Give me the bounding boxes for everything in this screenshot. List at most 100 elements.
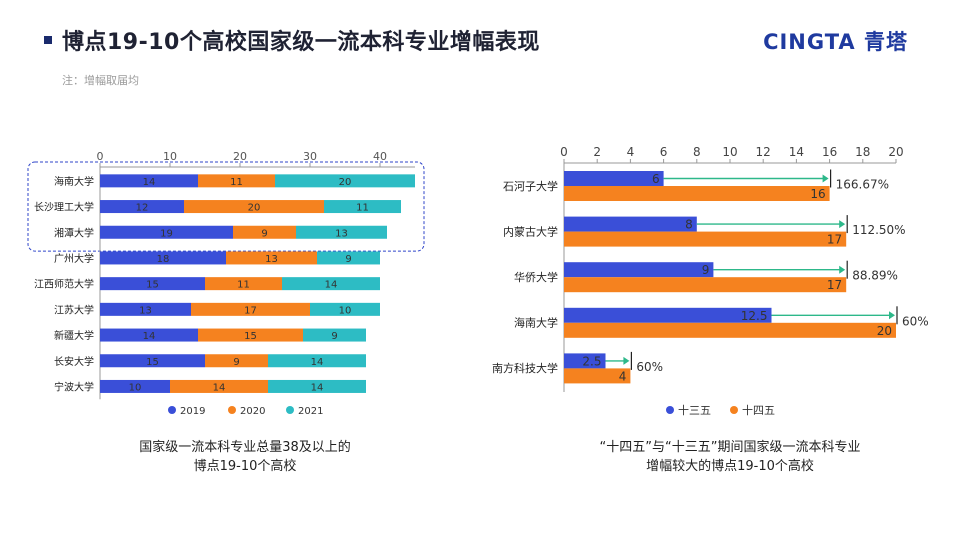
category-label: 广州大学 <box>54 252 94 265</box>
data-label: 4 <box>619 369 627 383</box>
data-label: 15 <box>244 331 257 342</box>
data-label: 14 <box>311 382 324 393</box>
data-label: 9 <box>702 263 710 277</box>
bar-十四五 <box>564 368 631 384</box>
x-tick-label: 8 <box>693 145 701 159</box>
growth-arrow-head <box>822 174 829 183</box>
x-tick-label: 2 <box>593 145 601 159</box>
bar-segment-2021 <box>317 251 380 265</box>
x-tick-label: 14 <box>789 145 804 159</box>
category-label: 新疆大学 <box>54 329 94 342</box>
bar-十三五 <box>564 171 664 186</box>
data-label: 10 <box>129 382 142 393</box>
right-caption-line2: 增幅较大的博点19-10个高校 <box>646 459 814 474</box>
data-label: 14 <box>143 331 156 342</box>
bar-segment-2020 <box>205 277 282 291</box>
data-label: 14 <box>311 357 324 368</box>
brand-logo: CINGTA 青塔 <box>763 30 908 54</box>
data-label: 8 <box>685 218 693 232</box>
data-label: 12.5 <box>741 309 768 323</box>
legend-label: 十四五 <box>742 403 775 417</box>
x-tick-label: 4 <box>627 145 635 159</box>
category-label: 南方科技大学 <box>492 361 558 375</box>
category-label: 华侨大学 <box>514 270 558 284</box>
growth-annotation: 166.67% <box>836 178 889 192</box>
bar-十三五 <box>564 216 697 232</box>
right-caption-line1: “十四五”与“十三五”期间国家级一流本科专业 <box>599 440 861 455</box>
bar-十四五 <box>564 231 847 247</box>
data-label: 18 <box>157 254 170 265</box>
x-tick-label: 0 <box>560 145 568 159</box>
legend-marker-2021 <box>286 406 294 414</box>
data-label: 11 <box>356 203 369 214</box>
bar-segment-2019 <box>100 354 205 368</box>
bar-segment-2019 <box>100 174 198 188</box>
bar-segment-2019 <box>100 379 170 393</box>
data-label: 11 <box>230 177 243 188</box>
x-tick-label: 0 <box>97 150 104 163</box>
category-label: 石河子大学 <box>503 179 558 193</box>
data-label: 11 <box>237 280 250 291</box>
x-tick-label: 20 <box>888 145 903 159</box>
bar-segment-2019 <box>100 200 184 214</box>
bar-segment-2020 <box>233 225 296 239</box>
bar-十三五 <box>564 353 606 369</box>
title-marker <box>44 36 52 44</box>
bar-segment-2021 <box>303 328 366 342</box>
data-label: 16 <box>810 187 825 201</box>
data-label: 14 <box>325 280 338 291</box>
right-chart-caption: “十四五”与“十三五”期间国家级一流本科专业 增幅较大的博点19-10个高校 <box>560 438 900 476</box>
x-tick-label: 10 <box>722 145 737 159</box>
bar-segment-2020 <box>198 328 303 342</box>
growth-bar-chart: 0 2 4 6 8 10 12 14 16 18 20 石河子大学 6 16 166.67% 内蒙古大学 8 17… <box>492 145 929 417</box>
bar-segment-2021 <box>282 277 380 291</box>
bar-segment-2020 <box>198 174 275 188</box>
data-label: 10 <box>339 305 352 316</box>
category-label: 海南大学 <box>514 316 558 330</box>
growth-annotation: 88.89% <box>852 269 898 283</box>
growth-arrow-head <box>623 356 630 365</box>
x-tick-label: 40 <box>373 150 387 163</box>
category-label: 内蒙古大学 <box>503 224 558 238</box>
page-note: 注：增幅取届均 <box>62 74 139 87</box>
data-label: 15 <box>146 357 159 368</box>
legend-marker-十三五 <box>666 406 674 414</box>
bar-十三五 <box>564 262 714 278</box>
data-label: 20 <box>339 177 352 188</box>
x-tick-label: 12 <box>756 145 771 159</box>
data-label: 9 <box>331 331 337 342</box>
left-caption-line1: 国家级一流本科专业总量38及以上的 <box>139 440 351 455</box>
left-caption-line2: 博点19-10个高校 <box>193 459 297 474</box>
bar-segment-2020 <box>226 251 317 265</box>
category-label: 江西师范大学 <box>34 278 94 291</box>
data-label: 9 <box>233 357 239 368</box>
legend-marker-2020 <box>228 406 236 414</box>
data-label: 17 <box>827 278 842 292</box>
legend-label: 十三五 <box>678 403 711 417</box>
data-label: 17 <box>827 233 842 247</box>
bar-segment-2021 <box>324 200 401 214</box>
bar-segment-2019 <box>100 277 205 291</box>
category-label: 长安大学 <box>54 355 94 368</box>
page-title: 博点19-10个高校国家级一流本科专业增幅表现 <box>62 30 540 55</box>
data-label: 20 <box>877 324 892 338</box>
legend-label: 2021 <box>298 406 323 417</box>
bar-segment-2021 <box>268 354 366 368</box>
data-label: 9 <box>345 254 351 265</box>
bar-segment-2019 <box>100 251 226 265</box>
data-label: 13 <box>139 305 152 316</box>
category-label: 湘潭大学 <box>54 226 94 239</box>
legend-label: 2019 <box>180 406 205 417</box>
category-label: 长沙理工大学 <box>34 201 94 214</box>
bar-segment-2020 <box>184 200 324 214</box>
data-label: 6 <box>652 172 660 186</box>
legend-marker-2019 <box>168 406 176 414</box>
bar-十四五 <box>564 277 847 293</box>
x-tick-label: 30 <box>303 150 317 163</box>
data-label: 12 <box>136 203 149 214</box>
growth-arrow-head <box>839 220 846 229</box>
category-label: 宁波大学 <box>54 380 94 393</box>
bar-segment-2021 <box>268 379 366 393</box>
bar-十三五 <box>564 307 772 323</box>
bar-segment-2019 <box>100 302 191 316</box>
